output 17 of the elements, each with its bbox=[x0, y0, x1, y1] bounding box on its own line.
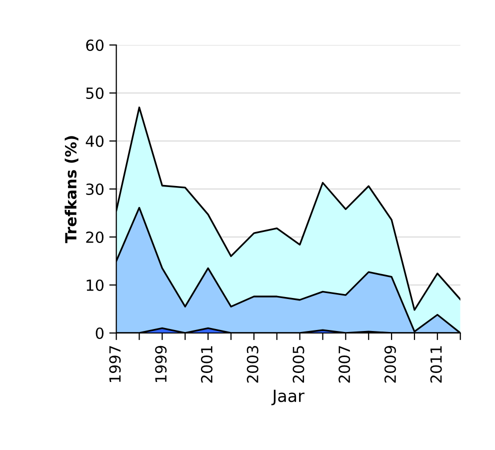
y-tick-label: 50 bbox=[86, 87, 104, 100]
x-tick-label: 2007 bbox=[338, 346, 350, 383]
x-tick-label: 2009 bbox=[384, 346, 396, 383]
y-axis-title: Trefkans (%) bbox=[64, 136, 78, 244]
y-tick-label: 60 bbox=[86, 39, 104, 52]
x-tick-label: 1997 bbox=[109, 346, 121, 382]
x-tick-label: 2001 bbox=[200, 346, 212, 383]
x-tick-label: 1999 bbox=[155, 346, 167, 382]
y-tick-label: 10 bbox=[86, 279, 104, 292]
y-tick-label: 0 bbox=[96, 327, 104, 340]
x-tick-label: 2003 bbox=[246, 346, 258, 383]
x-tick-label: 2011 bbox=[430, 346, 442, 383]
x-axis-title: Jaar bbox=[271, 390, 304, 406]
y-tick-label: 30 bbox=[86, 183, 104, 196]
y-tick-label: 40 bbox=[86, 135, 104, 148]
y-tick-label: 20 bbox=[86, 231, 104, 244]
x-tick-label: 2005 bbox=[292, 346, 304, 383]
